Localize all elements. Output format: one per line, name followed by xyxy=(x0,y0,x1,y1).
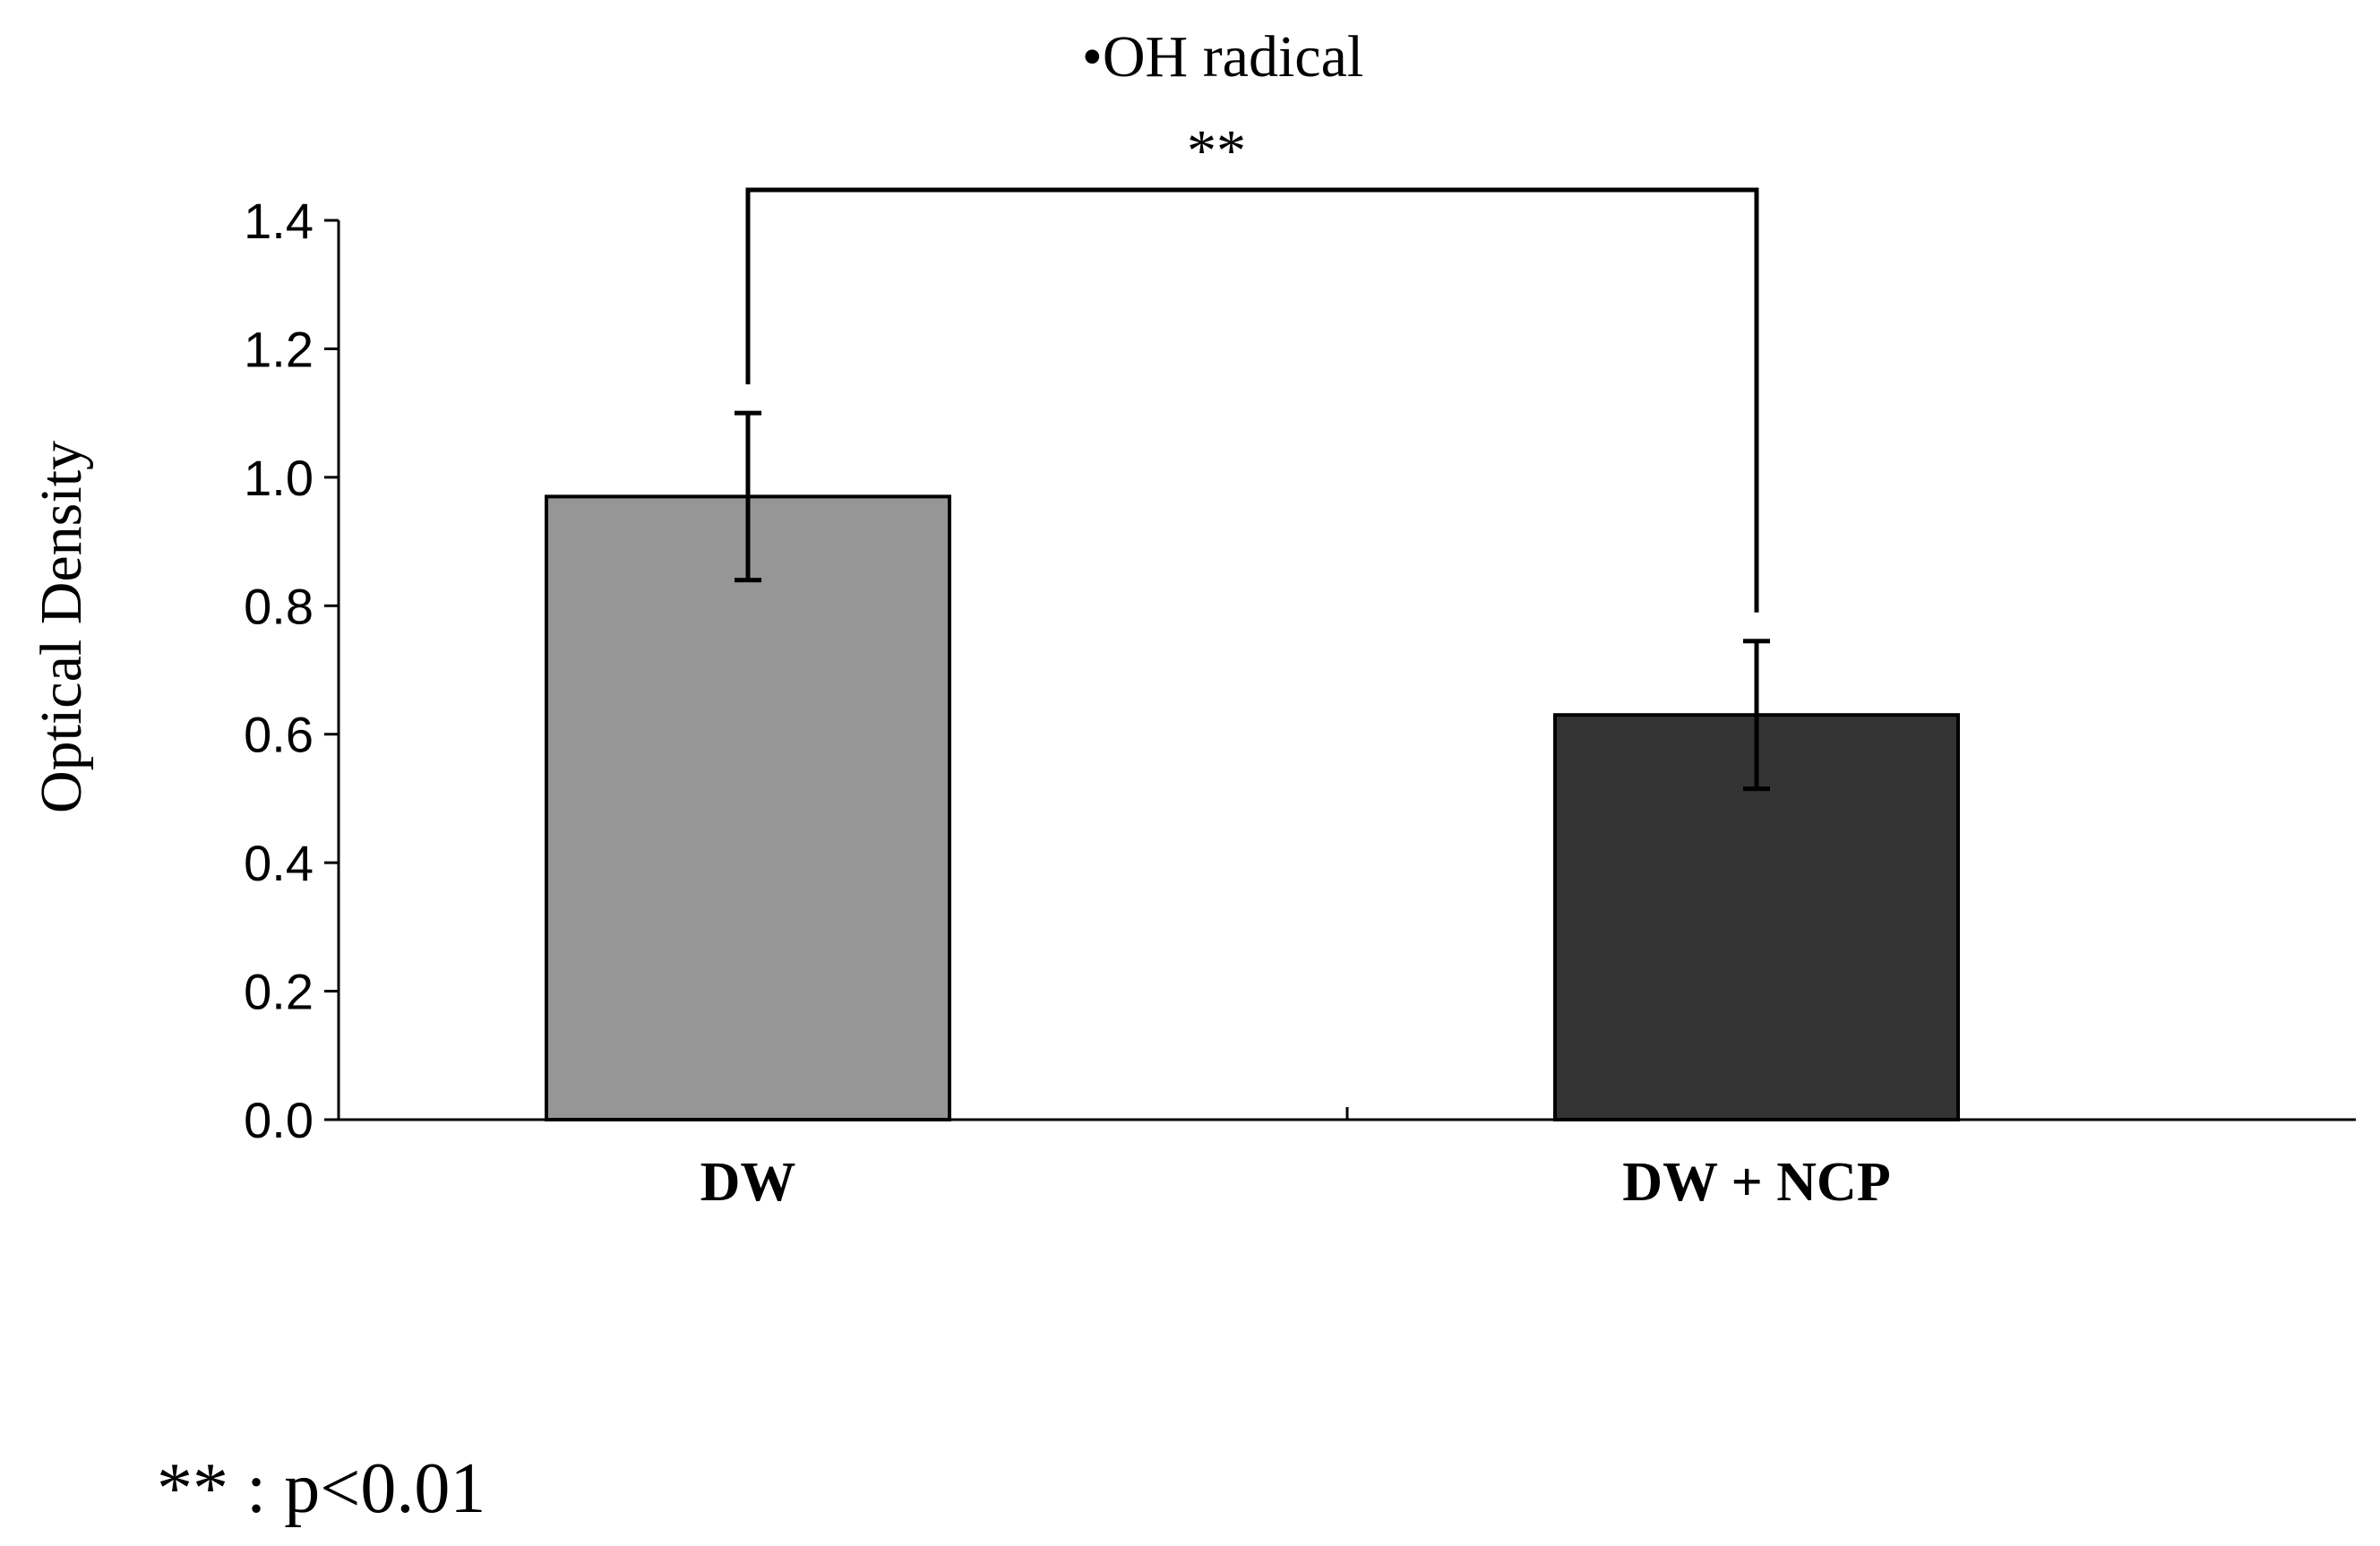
y-tick-label: 0.2 xyxy=(244,964,314,1020)
chart-title: •OH radical xyxy=(1082,24,1363,90)
bar xyxy=(545,494,951,1121)
y-tick-label: 1.0 xyxy=(244,450,314,506)
y-tick-label: 0.8 xyxy=(244,578,314,634)
x-tick-label: DW + NCP xyxy=(1622,1152,1890,1213)
error-bars xyxy=(735,410,1770,792)
y-tick-label: 1.2 xyxy=(244,321,314,377)
y-axis-label: Optical Density xyxy=(29,441,94,813)
bars xyxy=(545,494,1960,1121)
y-ticks: 0.0 0.2 0.4 0.6 0.8 1.0 1.2 1.4 xyxy=(244,193,339,1148)
y-tick-label: 1.4 xyxy=(244,193,314,249)
y-tick-label: 0.6 xyxy=(244,707,314,763)
x-tick-label: DW xyxy=(700,1152,796,1213)
significance-label: ** xyxy=(1187,118,1246,184)
footnote: ** : p<0.01 xyxy=(157,1449,485,1528)
y-tick-label: 0.0 xyxy=(244,1092,314,1148)
significance-bracket xyxy=(745,187,1759,613)
y-tick-label: 0.4 xyxy=(244,835,314,891)
x-tick-labels: DW DW + NCP xyxy=(700,1152,1891,1213)
